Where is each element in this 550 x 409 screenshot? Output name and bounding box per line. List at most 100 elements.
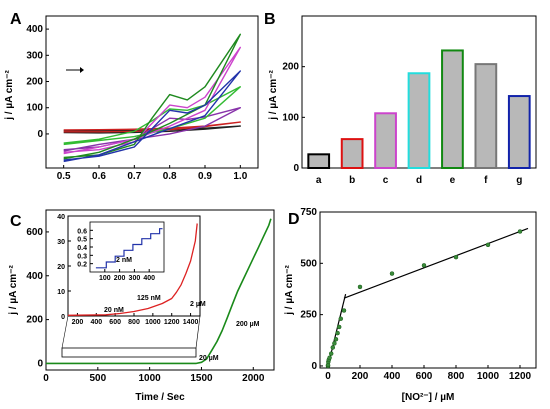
panel-c-inset2-ytick-label: 0.5 [77,237,87,244]
data-point [357,284,363,290]
panel-a-ytick-label: 0 [37,129,43,140]
bar-c [374,112,397,169]
data-point [328,351,334,356]
data-point [517,229,523,234]
panel-a-ytick-label: 100 [26,103,43,114]
data-point [332,341,337,346]
panel-c-xtick-label: 500 [89,373,106,384]
panel-c-inset2-xtick-label: 400 [143,275,155,282]
annotation-125nm: 125 nM [137,295,161,302]
panel-c-xlabel: Time / Sec [135,392,185,403]
panel-a-series-6 [63,70,242,163]
panel-d-letter: D [288,211,300,228]
panel-a-letter: A [10,11,22,28]
panel-c-inset-connector [61,315,69,349]
panel-d-ytick-label: 0 [311,361,317,372]
panel-a-arrowhead-icon [80,67,84,73]
category-label-f: f [484,175,488,186]
panel-c-zoom-box [61,347,197,358]
panel-c-ytick-label: 400 [26,271,43,282]
panel-c-ytick-label: 600 [26,227,43,238]
panel-c-inset2-series [95,228,163,269]
panel-c-inset2-xtick-label: 200 [114,275,126,282]
bar-b [340,138,364,169]
panel-b-ytick-label: 0 [293,163,299,174]
panel-c-inset2-frame [89,221,165,273]
panel-c-xtick-label: 0 [43,373,49,384]
data-point [341,308,347,313]
annotation-2um: 2 µM [190,301,206,308]
panel-a-ylabel: j / µA cm⁻² [4,70,15,121]
panel-c-ytick-label: 200 [26,315,43,326]
panel-a-xtick-label: 1.0 [233,171,247,182]
panel-d-ylabel: j / µA cm⁻² [284,265,295,316]
panel-c-inset2-ytick-label: 0.6 [77,228,87,235]
annotation-2nm: 2 nM [116,257,132,264]
panel-d-xtick-label: 800 [448,371,465,382]
category-label-b: b [349,175,355,186]
panel-d-frame [319,211,537,369]
panel-c-inset-connector [195,315,201,349]
panel-c-inset2-xtick-label: 300 [129,275,141,282]
panel-d-xtick-label: 1200 [509,371,532,382]
category-label-g: g [516,175,522,186]
panel-c-inset-xtick-label: 400 [90,319,102,326]
data-point [333,337,339,342]
panel-a-xtick-label: 0.5 [57,171,71,182]
panel-c-inset-series [67,223,198,316]
panel-c-inset2-xtick-label: 100 [99,275,111,282]
data-point [338,316,344,321]
annotation-200um: 200 µM [236,321,260,328]
panel-d-xtick-label: 1000 [477,371,500,382]
panel-d-ytick-label: 250 [300,310,317,321]
panel-a-frame [45,15,259,169]
panel-c-inset-xtick-label: 1200 [164,319,180,326]
panel-c-inset-xtick-label: 600 [109,319,121,326]
annotation-20um: 20 µM [199,355,219,362]
panel-c-inset-ytick-label: 40 [57,214,65,221]
panel-b-ytick-label: 200 [282,62,299,73]
panel-c-xtick-label: 1000 [139,373,162,384]
panel-a-series-5 [63,33,242,160]
panel-d-xtick-label: 600 [416,371,433,382]
panel-c-inset2-ytick-label: 0.3 [77,253,87,260]
panel-c-xtick-label: 1500 [190,373,213,384]
panel-a-xtick-label: 0.9 [198,171,212,182]
category-label-c: c [383,175,389,186]
panel-c-inset-ytick-label: 20 [57,264,65,271]
panel-d-xtick-label: 200 [352,371,369,382]
panel-b-ytick-label: 100 [282,112,299,123]
panel-a-series-1 [63,121,242,133]
panel-a-series-0 [63,125,242,134]
panel-a-ytick-label: 400 [26,24,43,35]
panel-c-series [46,218,272,365]
bar-d [407,72,431,169]
bar-a [307,153,331,170]
panel-c-frame [45,209,275,371]
panel-c-inset-xtick-label: 1000 [145,319,161,326]
panel-c-inset-ytick-label: 0 [61,314,65,321]
data-point [336,324,342,330]
panel-c-xtick-label: 2000 [242,373,265,384]
panel-c-inset-xtick-label: 800 [128,319,140,326]
category-label-a: a [316,175,322,186]
data-point [421,263,427,268]
panel-c-inset-ytick-label: 30 [57,239,65,246]
panel-a-ytick-label: 300 [26,50,43,61]
annotation-20nm: 20 nM [104,307,124,314]
data-point [485,242,491,248]
panel-a-xtick-label: 0.7 [127,171,141,182]
panel-b-letter: B [264,11,276,28]
fit-line-1 [343,227,529,299]
data-point [389,271,395,276]
panel-d-xtick-label: 400 [384,371,401,382]
panel-d-xlabel: [NO²⁻] / µM [402,392,455,403]
panel-d-ytick-label: 500 [300,258,317,269]
panel-c-inset-xtick-label: 1400 [183,319,199,326]
category-label-d: d [416,175,422,186]
panel-c-inset2-ytick-label: 0.4 [77,245,87,252]
data-point [453,254,459,260]
panel-c-ylabel: j / µA cm⁻² [8,265,19,316]
data-point [327,355,332,360]
